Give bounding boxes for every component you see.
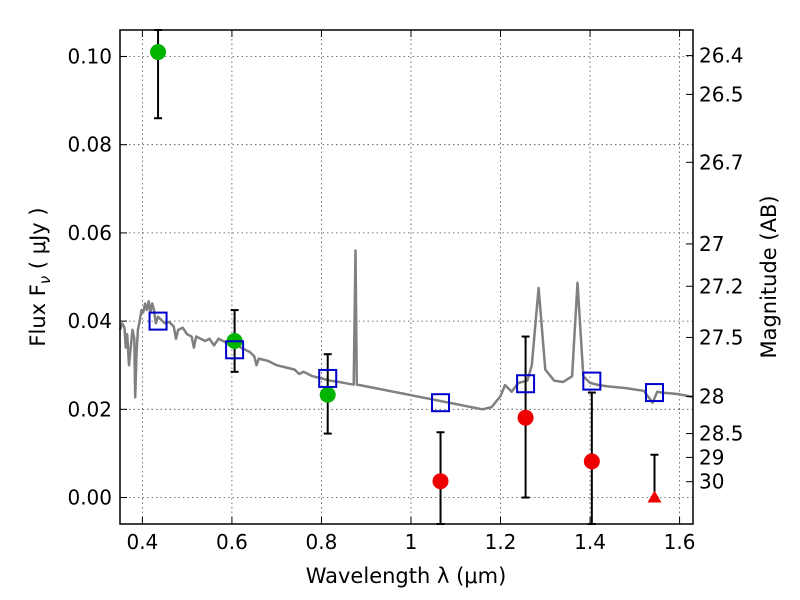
x-tick-label: 0.4 [126,530,158,554]
upper-limit-marker [647,490,662,503]
y-axis-title-main: Flux F [26,284,50,346]
y-tick-label: 0.04 [67,309,112,333]
plot-frame [119,29,694,525]
x-ticks: 0.4 0.6 0.8 1 1.2 1.4 1.6 [126,30,695,554]
y-tick-label: 0.10 [67,44,112,68]
y-tick-label: 0.02 [67,397,112,421]
model-spectrum [118,249,694,411]
y2-tick-label: 29 [699,445,724,469]
grid [120,30,693,524]
model-square [582,371,602,391]
y-axis-title-unit: ( μJy ) [26,207,50,275]
x-tick-label: 1.6 [664,530,696,554]
error-bars [154,29,659,525]
y2-tick-label: 28.5 [699,422,744,446]
x-tick-label: 1.2 [485,530,517,554]
data-markers [148,44,665,503]
model-square [225,340,245,360]
data-point [517,409,534,426]
x-tick-label: 1.4 [574,530,606,554]
y-axis-title-subscript: ν [36,276,54,284]
y2-tick-label: 26.7 [699,150,744,174]
y2-tick-label: 27 [699,232,724,256]
model-square [318,368,338,388]
spectrum-line [118,249,694,411]
y-tick-label: 0.08 [67,133,112,157]
x-axis-title: Wavelength λ (μm) [306,564,507,588]
x-tick-label: 1 [405,530,418,554]
y2-tick-label: 27.5 [699,325,744,349]
y-ticks: 0.00 0.02 0.04 0.06 0.08 0.10 [67,44,127,510]
y2-tick-label: 27.2 [699,274,744,298]
x-tick-label: 0.6 [216,530,248,554]
y2-tick-label: 26.4 [699,44,744,68]
y-tick-label: 0.06 [67,221,112,245]
x-tick-label: 0.8 [306,530,338,554]
data-point [432,473,449,490]
model-square [645,383,665,403]
model-square [148,311,168,331]
y-axis-title: Flux Fν ( μJy ) [26,207,54,346]
y-tick-label: 0.00 [67,486,112,510]
data-point [319,386,336,403]
y2-tick-label: 28 [699,385,724,409]
model-square [516,374,536,394]
model-square [431,393,451,413]
data-point [583,453,600,470]
data-point [150,44,167,61]
y2-tick-label: 30 [699,470,724,494]
y2-tick-label: 26.5 [699,82,744,106]
y2-axis-title: Magnitude (AB) [757,195,781,358]
